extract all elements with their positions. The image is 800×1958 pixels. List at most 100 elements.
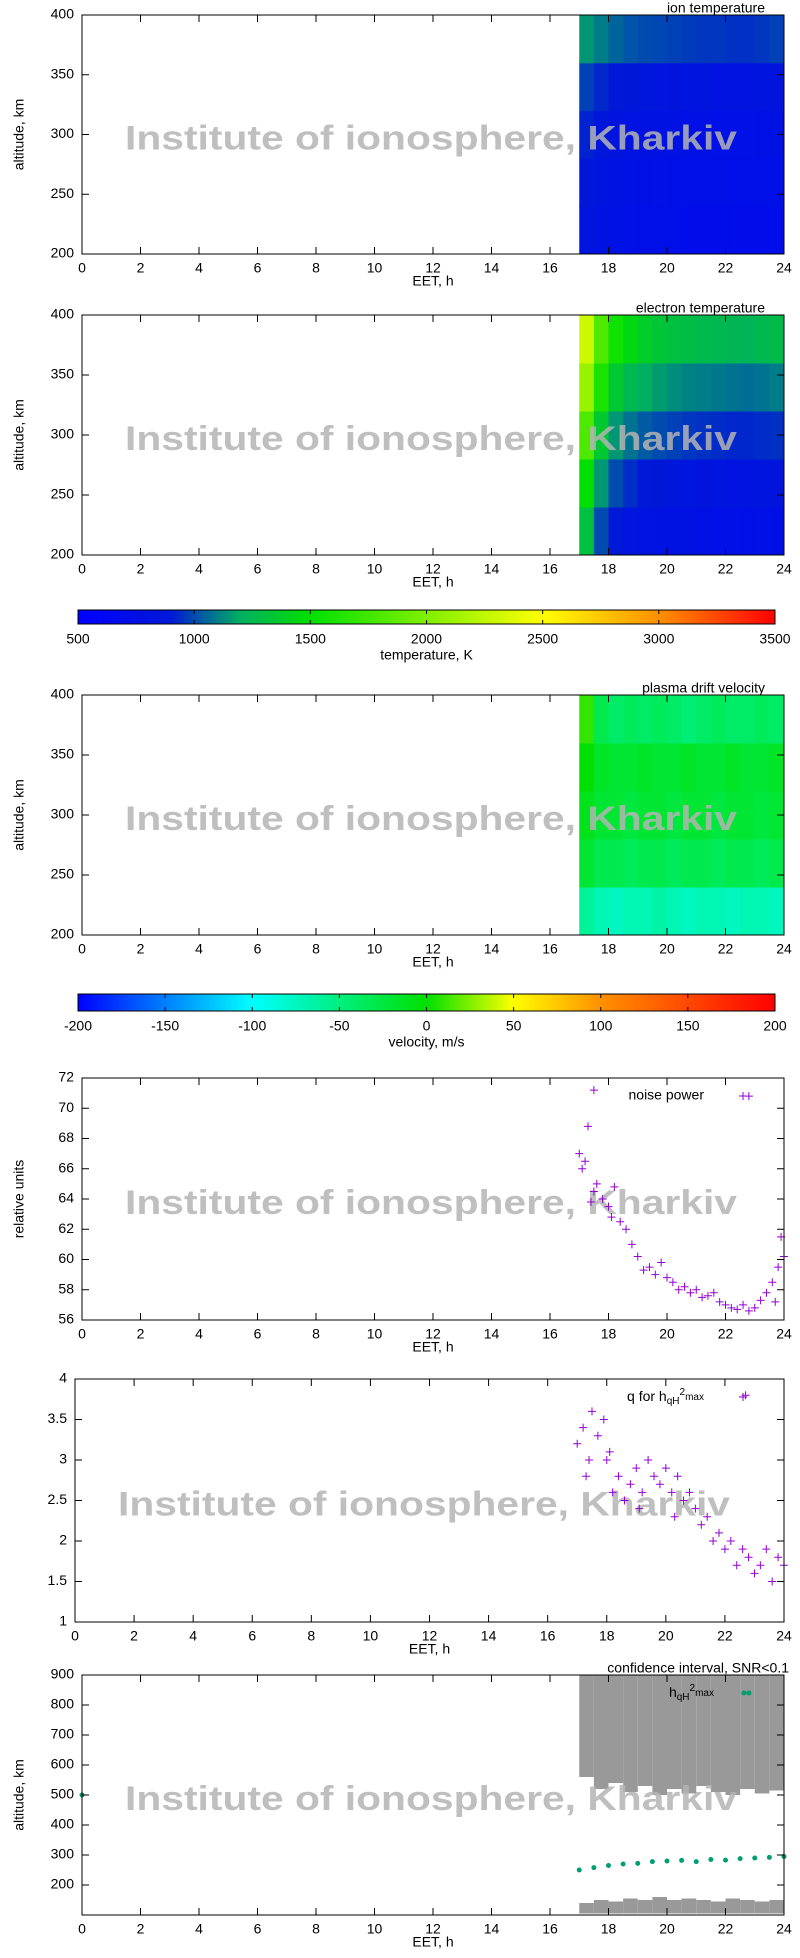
- x-tick-label: 14: [484, 941, 500, 957]
- y-tick-label: 500: [51, 1786, 75, 1802]
- heatmap-cell: [593, 791, 609, 840]
- heatmap-cell: [667, 62, 683, 112]
- heatmap-cell: [593, 459, 609, 508]
- scatter-point: [737, 1856, 743, 1862]
- heatmap-cell: [710, 695, 726, 744]
- heatmap-cell: [681, 743, 697, 792]
- y-axis-label: altitude, km: [11, 779, 27, 851]
- heatmap-cell: [710, 459, 726, 508]
- heatmap-cell: [608, 887, 624, 936]
- heatmap-cell: [710, 206, 726, 255]
- heatmap-cell: [696, 158, 712, 207]
- x-tick-label: 12: [425, 260, 441, 276]
- heatmap-cell: [608, 15, 624, 64]
- interval-band: [623, 1675, 638, 1792]
- scatter-point: [608, 1488, 617, 1497]
- scatter-point: [733, 1305, 742, 1314]
- heatmap-cell: [623, 158, 639, 207]
- heatmap-cell: [579, 695, 595, 744]
- watermark: Institute of ionosphere, Kharkiv: [125, 119, 737, 157]
- heatmap-cell: [710, 411, 726, 460]
- y-tick-label: 60: [58, 1250, 74, 1266]
- x-tick-label: 20: [658, 1628, 674, 1644]
- interval-band: [623, 1898, 638, 1914]
- scatter-point: [661, 1464, 670, 1473]
- colorbar-tick-label: 1000: [179, 631, 210, 647]
- heatmap-cell: [667, 459, 683, 508]
- scatter-point: [720, 1545, 729, 1554]
- heatmap-cell: [754, 507, 770, 556]
- interval-band: [637, 1675, 653, 1786]
- x-axis-label: EET, h: [409, 1641, 450, 1657]
- heatmap-cell: [579, 315, 595, 364]
- x-tick-label: 20: [659, 561, 675, 577]
- heatmap-cell: [637, 459, 653, 508]
- x-tick-label: 2: [137, 941, 145, 957]
- y-tick-label: 200: [51, 546, 75, 562]
- y-axis-label: altitude, km: [11, 399, 27, 471]
- heatmap-cell: [579, 363, 595, 412]
- heatmap-cell: [593, 363, 609, 412]
- x-tick-label: 2: [137, 1326, 145, 1342]
- x-tick-label: 0: [71, 1628, 79, 1644]
- colorbar-tick-label: 100: [589, 1018, 613, 1034]
- heatmap-cell: [623, 459, 639, 508]
- scatter-point: [581, 1157, 590, 1166]
- heatmap-cell: [769, 839, 785, 888]
- watermark: Institute of ionosphere, Kharkiv: [125, 800, 737, 838]
- heatmap-cell: [652, 411, 668, 460]
- x-tick-label: 0: [78, 1921, 86, 1937]
- heatmap-cell: [754, 743, 770, 792]
- heatmap-cell: [740, 315, 756, 364]
- heatmap-cell: [725, 206, 741, 255]
- heatmap-cell: [696, 206, 712, 255]
- heatmap-cell: [681, 15, 697, 64]
- heatmap-cell: [725, 887, 741, 936]
- heatmap-cell: [623, 110, 639, 159]
- interval-band: [696, 1675, 711, 1786]
- heatmap-cell: [623, 507, 639, 556]
- y-tick-label: 64: [58, 1190, 74, 1206]
- y-tick-label: 250: [51, 185, 75, 201]
- heatmap-cell: [754, 411, 770, 460]
- legend-label-part: 2: [690, 1683, 696, 1694]
- interval-band: [593, 1675, 609, 1789]
- scatter-point: [691, 1504, 700, 1513]
- heatmap-cell: [608, 62, 624, 112]
- y-tick-label: 2.5: [48, 1491, 68, 1507]
- heatmap-cell: [637, 315, 653, 364]
- x-tick-label: 18: [601, 260, 617, 276]
- interval-band: [740, 1900, 755, 1914]
- y-tick-label: 62: [58, 1220, 74, 1236]
- x-tick-label: 24: [776, 1326, 792, 1342]
- legend-label: hqH2max: [669, 1683, 714, 1703]
- heatmap-cell: [754, 791, 770, 840]
- scatter-point: [693, 1859, 699, 1865]
- x-tick-label: 6: [248, 1628, 256, 1644]
- heatmap-cell: [710, 507, 726, 556]
- heatmap-cell: [579, 15, 595, 64]
- x-tick-label: 12: [425, 561, 441, 577]
- x-tick-label: 6: [254, 1921, 262, 1937]
- heatmap-cell: [769, 206, 785, 255]
- x-axis-label: EET, h: [412, 1934, 453, 1950]
- y-tick-label: 400: [51, 306, 75, 322]
- scatter-point: [645, 1263, 654, 1272]
- interval-band: [681, 1675, 697, 1794]
- x-tick-label: 20: [659, 260, 675, 276]
- heatmap-cell: [725, 110, 741, 159]
- scatter-point: [668, 1278, 677, 1287]
- heatmap-cell: [740, 62, 756, 112]
- colorbar-tick-label: 2500: [527, 631, 558, 647]
- scatter-point: [578, 1164, 587, 1173]
- heatmap-cell: [608, 507, 624, 556]
- y-tick-label: 300: [51, 806, 75, 822]
- interval-band: [769, 1675, 784, 1791]
- legend-marker: [739, 1393, 747, 1401]
- heatmap-cell: [740, 15, 756, 64]
- x-tick-label: 8: [307, 1628, 315, 1644]
- heatmap-cell: [696, 507, 712, 556]
- heatmap-cell: [696, 695, 712, 744]
- heatmap-cell: [754, 363, 770, 412]
- heatmap-cell: [769, 459, 785, 508]
